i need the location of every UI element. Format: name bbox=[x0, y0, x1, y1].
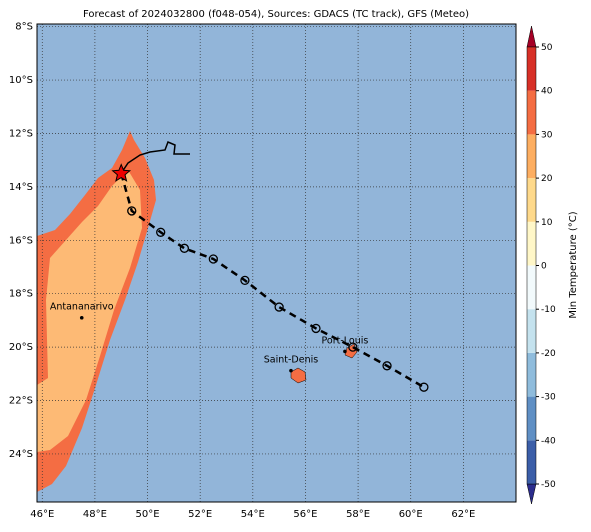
track-point bbox=[274, 302, 284, 312]
track-start bbox=[111, 163, 132, 182]
colorbar-tick-label: 30 bbox=[541, 130, 553, 140]
grid bbox=[37, 24, 516, 502]
track-point bbox=[208, 254, 218, 264]
y-tick-label: 22°S bbox=[9, 396, 33, 407]
track-point bbox=[419, 382, 429, 392]
colorbar-segment bbox=[527, 265, 536, 310]
x-tick-label: 52°E bbox=[188, 509, 212, 520]
city-label: Port-Louis bbox=[322, 335, 369, 346]
island-reunion bbox=[290, 367, 307, 384]
colorbar-segment bbox=[527, 396, 536, 441]
colorbar-segment bbox=[527, 309, 536, 353]
city-dot bbox=[343, 349, 347, 354]
colorbar-tick-label: -20 bbox=[541, 349, 556, 359]
colorbar-tick-label: -30 bbox=[541, 393, 556, 403]
colorbar-segment bbox=[527, 221, 536, 266]
colorbar-label: Min Temperature (°C) bbox=[568, 211, 579, 318]
colorbar: -50 -40 -30 -20 -10 0 10 20 30 40 50 bbox=[526, 25, 556, 505]
y-tick-label: 12°S bbox=[9, 128, 33, 139]
x-tick-label: 56°E bbox=[293, 509, 317, 520]
track-point bbox=[179, 243, 190, 253]
city-label: Antananarivo bbox=[50, 302, 114, 313]
colorbar-tick-label: 0 bbox=[541, 262, 547, 272]
y-tick-label: 18°S bbox=[9, 289, 33, 300]
colorbar-segment bbox=[527, 47, 536, 91]
colorbar-tick-label: 50 bbox=[541, 43, 553, 53]
track-point bbox=[127, 206, 137, 216]
colorbar-tick-label: 10 bbox=[541, 218, 553, 228]
track-point bbox=[348, 342, 358, 352]
colorbar-tick-label: -40 bbox=[541, 436, 556, 446]
x-tick-label: 58°E bbox=[346, 509, 370, 520]
x-tick-label: 50°E bbox=[136, 509, 160, 520]
colorbar-segment bbox=[527, 440, 536, 484]
colorbar-tick-label: 40 bbox=[541, 87, 553, 97]
city-label: Saint-Denis bbox=[264, 355, 318, 366]
colorbar-tick-label: -10 bbox=[541, 305, 556, 315]
y-tick-label: 8°S bbox=[15, 22, 33, 33]
x-tick-label: 46°E bbox=[30, 509, 54, 520]
track-point bbox=[240, 275, 250, 286]
forecast-track bbox=[120, 173, 425, 389]
x-tick-label: 48°E bbox=[83, 509, 107, 520]
map-title: Forecast of 2024032800 (f048-054), Sourc… bbox=[83, 9, 469, 20]
colorbar-segment bbox=[527, 352, 536, 397]
past-track bbox=[121, 141, 190, 173]
track-point bbox=[382, 361, 392, 371]
colorbar-arrow-top bbox=[526, 25, 537, 48]
colorbar-segment bbox=[527, 90, 536, 135]
y-tick-label: 10°S bbox=[9, 75, 33, 86]
x-tick-label: 62°E bbox=[451, 509, 475, 520]
map-frame bbox=[36, 23, 517, 503]
colorbar-segment bbox=[527, 134, 536, 179]
y-tick-label: 16°S bbox=[9, 235, 33, 246]
overlay: Antananarivo Saint-Denis Port-Louis bbox=[50, 163, 429, 392]
x-tick-label: 60°E bbox=[399, 509, 423, 520]
y-tick-label: 24°S bbox=[9, 449, 33, 460]
colorbar-arrow-bottom bbox=[526, 483, 537, 505]
city-dot bbox=[289, 368, 293, 373]
y-tick-label: 20°S bbox=[9, 342, 33, 353]
y-tick-label: 14°S bbox=[9, 182, 33, 193]
city-dot bbox=[79, 315, 84, 320]
track-point bbox=[156, 227, 166, 237]
colorbar-tick-label: 20 bbox=[541, 174, 553, 184]
colorbar-segment bbox=[527, 178, 536, 222]
x-tick-label: 54°E bbox=[241, 509, 265, 520]
colorbar-tick-label: -50 bbox=[541, 480, 556, 490]
track-point bbox=[311, 323, 321, 334]
